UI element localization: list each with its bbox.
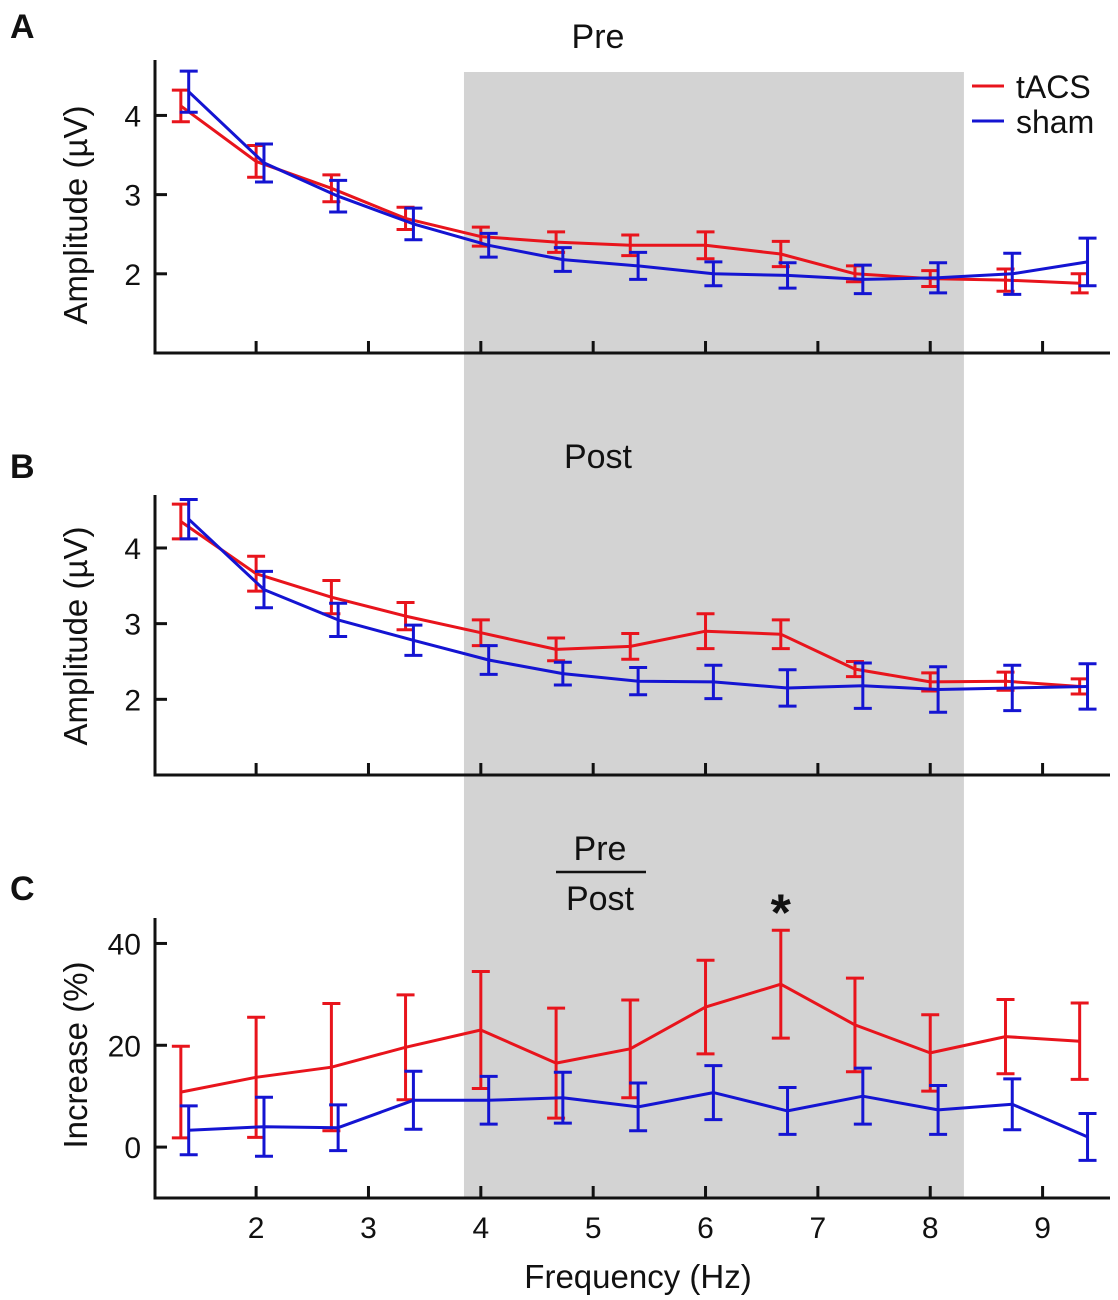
- x-tick-label: 6: [697, 1212, 714, 1245]
- panel-a-sham-errorbar: [1078, 236, 1097, 288]
- panel-a-title: Pre: [572, 18, 625, 56]
- panel-b-tacs-errorbar: [171, 502, 190, 541]
- panel-b-sham-errorbar: [479, 644, 498, 676]
- panel-b-sham-errorbar: [329, 601, 348, 639]
- panel-a-sham-errorbar: [704, 260, 723, 288]
- panel-c-ytick-label: 0: [124, 1132, 141, 1165]
- panel-c-sham-errorbar: [553, 1070, 572, 1125]
- panel-b-sham-errorbar: [179, 498, 198, 541]
- panel-c-tacs-errorbar: [921, 1013, 940, 1093]
- panel-a-ytick-label: 2: [124, 259, 141, 292]
- panel-a-sham-errorbar: [179, 69, 198, 114]
- panel-b-sham-errorbar: [553, 660, 572, 687]
- panel-c-tacs-errorbar: [771, 928, 790, 1040]
- panel-a-sham-errorbar: [479, 231, 498, 259]
- panel-b-sham-errorbar: [929, 665, 948, 714]
- panel-a-sham-errorbar: [329, 178, 348, 214]
- panel-a-sham-errorbar: [553, 246, 572, 273]
- panel-a-sham-errorbar: [778, 261, 797, 290]
- panel-b-sham-errorbar: [778, 668, 797, 708]
- panel-c-sham-errorbar: [254, 1095, 273, 1158]
- x-tick-label: 3: [360, 1212, 377, 1245]
- panel-c-sham-errorbar: [179, 1104, 198, 1157]
- panel-b-title: Post: [564, 438, 633, 476]
- panel-c-title-numerator: Pre: [574, 830, 627, 868]
- x-tick-label: 5: [585, 1212, 602, 1245]
- panel-c-ytick-label: 40: [108, 928, 141, 961]
- panel-a-tacs-errorbar: [1070, 272, 1089, 295]
- panel-b-tacs-errorbar: [547, 636, 566, 663]
- panel-b-sham-errorbar: [254, 569, 273, 610]
- panel-c-sham-errorbar: [778, 1086, 797, 1136]
- significance-asterisk: *: [771, 885, 792, 943]
- panel-c-sham-errorbar: [404, 1069, 423, 1131]
- panel-a-tacs-errorbar: [696, 230, 715, 261]
- panel-b-tacs-errorbar: [771, 618, 790, 651]
- panel-c-title-denominator: Post: [566, 880, 635, 918]
- panel-c-tacs-errorbar: [621, 998, 640, 1100]
- panel-c-sham-errorbar: [929, 1083, 948, 1136]
- panel-b-tacs-errorbar: [247, 554, 266, 593]
- panel-b-sham-errorbar: [704, 663, 723, 701]
- legend-label-tacs: tACS: [1016, 69, 1091, 105]
- panel-c-tacs-errorbar: [471, 969, 490, 1091]
- panel-a-sham-errorbar: [254, 142, 273, 184]
- x-tick-label: 8: [922, 1212, 939, 1245]
- x-tick-label: 2: [248, 1212, 265, 1245]
- panel-a-sham-errorbar: [629, 250, 648, 281]
- panel-b-ylabel: Amplitude (µV): [57, 527, 94, 746]
- panel-c-sham-errorbar: [479, 1074, 498, 1126]
- panel-a-ylabel: Amplitude (µV): [57, 106, 94, 325]
- panel-letter-c: C: [10, 870, 35, 908]
- panel-c-sham-errorbar: [1003, 1077, 1022, 1132]
- panel-c-tacs-errorbar: [845, 976, 864, 1074]
- legend-label-sham: sham: [1016, 104, 1094, 140]
- panel-a-sham-errorbar: [853, 263, 872, 296]
- panel-letter-a: A: [10, 8, 35, 46]
- panel-b-sham-errorbar: [1003, 663, 1022, 713]
- panel-b-ytick-label: 3: [124, 609, 141, 642]
- panel-letter-b: B: [10, 448, 35, 486]
- panel-c-ylabel: Increase (%): [57, 961, 94, 1148]
- panel-c-sham-errorbar: [329, 1103, 348, 1153]
- panel-b-tacs-errorbar: [696, 612, 715, 651]
- panel-b-sham-errorbar: [404, 623, 423, 657]
- panel-c-tacs-errorbar: [171, 1044, 190, 1140]
- panel-b-sham-errorbar: [1078, 662, 1097, 711]
- x-tick-label: 7: [810, 1212, 827, 1245]
- panel-a-sham-errorbar: [1003, 251, 1022, 296]
- panel-c-sham-errorbar: [629, 1081, 648, 1133]
- x-tick-label: 4: [472, 1212, 489, 1245]
- panel-b-sham-errorbar: [629, 666, 648, 697]
- panel-a-ytick-label: 3: [124, 180, 141, 213]
- panel-c-tacs-errorbar: [696, 958, 715, 1056]
- panel-c-tacs-errorbar: [1070, 1001, 1089, 1081]
- panel-a-tacs-errorbar: [171, 88, 190, 124]
- panel-a-ytick-label: 4: [124, 100, 141, 133]
- panel-a-sham-errorbar: [929, 261, 948, 295]
- x-tick-label: 9: [1034, 1212, 1051, 1245]
- panel-c-sham-errorbar: [704, 1064, 723, 1122]
- panel-c-sham-errorbar: [1078, 1111, 1097, 1162]
- panel-b-tacs-errorbar: [621, 631, 640, 661]
- panel-a-tacs-errorbar: [247, 144, 266, 179]
- panel-b-ytick-label: 2: [124, 684, 141, 717]
- panel-b-ytick-label: 4: [124, 533, 141, 566]
- x-axis-label: Frequency (Hz): [524, 1258, 751, 1295]
- panel-c-tacs-errorbar: [996, 997, 1015, 1076]
- panel-b-sham-errorbar: [853, 661, 872, 710]
- panel-c-tacs-errorbar: [247, 1015, 266, 1139]
- panel-a-sham-errorbar: [404, 206, 423, 242]
- panel-c-ytick-label: 20: [108, 1030, 141, 1063]
- panel-c-sham-errorbar: [853, 1066, 872, 1126]
